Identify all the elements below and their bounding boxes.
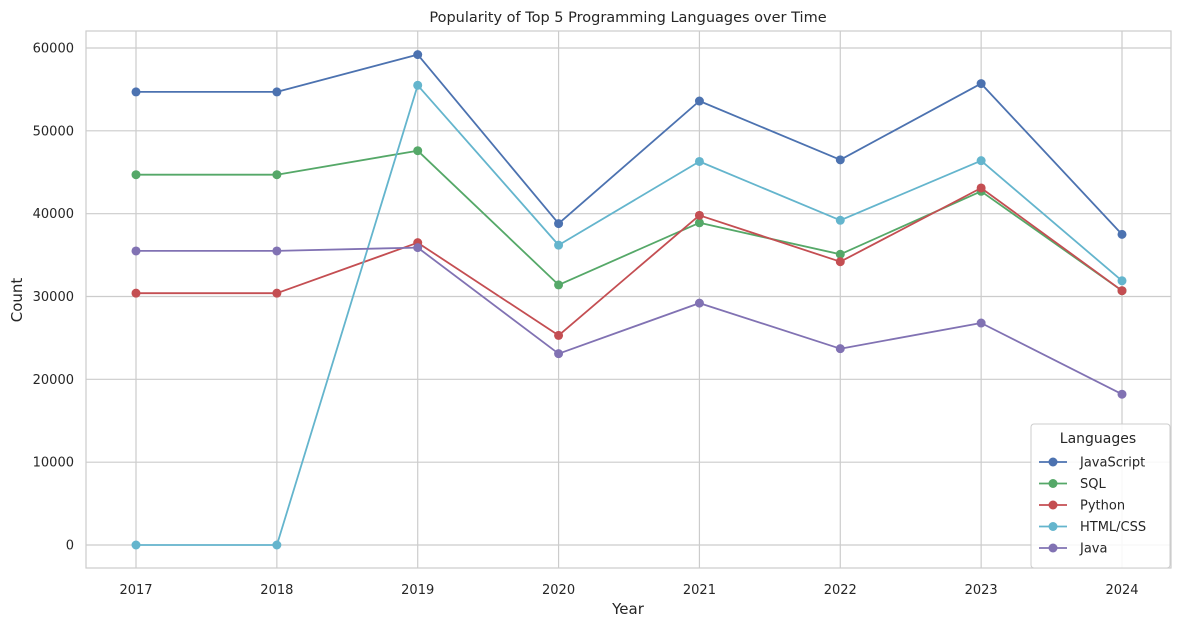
data-point xyxy=(835,257,845,267)
series-lines xyxy=(131,50,1127,550)
data-point xyxy=(694,298,704,308)
data-point xyxy=(554,330,564,340)
series-line xyxy=(136,84,1123,546)
data-point xyxy=(694,156,704,166)
data-point xyxy=(835,215,845,225)
legend: Languages JavaScriptSQLPythonHTML/CSSJav… xyxy=(1030,423,1171,569)
series-line xyxy=(136,187,1123,337)
x-tick-label: 2024 xyxy=(1105,583,1138,598)
series-python xyxy=(131,183,1127,340)
y-axis-title: Count xyxy=(8,278,26,323)
legend-marker xyxy=(1048,522,1058,531)
data-point xyxy=(272,246,282,256)
data-point xyxy=(131,288,141,298)
chart-title: Popularity of Top 5 Programming Language… xyxy=(429,10,826,26)
data-point xyxy=(1117,286,1127,296)
data-point xyxy=(835,249,845,259)
x-tick-label: 2017 xyxy=(119,583,152,598)
series-javascript xyxy=(131,50,1127,239)
data-point xyxy=(1117,229,1127,239)
y-tick-label: 20000 xyxy=(33,373,74,388)
data-point xyxy=(272,288,282,298)
legend-label: HTML/CSS xyxy=(1080,520,1146,535)
data-point xyxy=(272,540,282,550)
y-tick-label: 30000 xyxy=(33,290,74,305)
legend-marker xyxy=(1048,543,1058,553)
data-point xyxy=(1117,276,1127,286)
y-tick-label: 60000 xyxy=(33,42,74,57)
series-line xyxy=(136,246,1123,396)
legend-label: JavaScript xyxy=(1079,456,1145,471)
legend-label: Python xyxy=(1080,499,1125,514)
y-tick-label: 0 xyxy=(66,539,74,554)
data-point xyxy=(554,280,564,290)
legend-box xyxy=(1030,423,1171,569)
series-html-css xyxy=(131,80,1127,550)
legend-item: SQL xyxy=(1039,477,1106,492)
series-line xyxy=(136,53,1123,236)
legend-label: SQL xyxy=(1080,477,1106,492)
legend-item: HTML/CSS xyxy=(1039,520,1146,535)
data-point xyxy=(835,344,845,354)
data-point xyxy=(413,146,423,156)
data-point xyxy=(272,170,282,180)
data-point xyxy=(131,170,141,180)
x-axis-title: Year xyxy=(611,600,645,618)
data-point xyxy=(976,156,986,166)
legend-title: Languages xyxy=(1060,431,1136,447)
data-point xyxy=(131,246,141,256)
data-point xyxy=(976,79,986,89)
legend-marker xyxy=(1048,479,1058,488)
legend-item: Java xyxy=(1039,542,1107,557)
data-point xyxy=(835,155,845,165)
legend-label: Java xyxy=(1079,542,1107,557)
x-tick-label: 2020 xyxy=(542,583,575,598)
x-tick-label: 2019 xyxy=(401,583,434,598)
data-point xyxy=(131,540,141,550)
data-point xyxy=(694,96,704,106)
x-tick-label: 2018 xyxy=(260,583,293,598)
data-point xyxy=(272,87,282,97)
data-point xyxy=(694,218,704,228)
data-point xyxy=(554,219,564,229)
data-point xyxy=(554,349,564,359)
legend-items: JavaScript SQL Python HTML/CSS Java xyxy=(1039,456,1146,557)
y-tick-label: 40000 xyxy=(33,207,74,222)
data-point xyxy=(554,240,564,250)
data-point xyxy=(413,243,423,253)
series-line xyxy=(136,149,1123,292)
legend-marker xyxy=(1048,457,1058,467)
series-java xyxy=(131,243,1127,399)
data-point xyxy=(976,183,986,193)
x-tick-label: 2023 xyxy=(965,583,998,598)
data-point xyxy=(413,80,423,90)
data-point xyxy=(1117,389,1127,399)
series-sql xyxy=(131,146,1127,296)
data-point xyxy=(976,318,986,328)
legend-marker xyxy=(1048,500,1058,510)
y-tick-label: 10000 xyxy=(33,456,74,471)
data-point xyxy=(413,50,423,60)
data-point xyxy=(131,87,141,97)
x-tick-label: 2022 xyxy=(824,583,857,598)
tick-labels: 2017 2018 2019 2020 2021 2022 2023 2024 0 10000 20… xyxy=(33,42,1139,599)
legend-item: JavaScript xyxy=(1039,456,1145,471)
data-point xyxy=(694,210,704,220)
grid-lines xyxy=(86,31,1171,568)
x-tick-label: 2021 xyxy=(683,583,716,598)
legend-item: Python xyxy=(1039,499,1125,514)
y-tick-label: 50000 xyxy=(33,124,74,139)
plot-area-frame xyxy=(85,30,1172,569)
